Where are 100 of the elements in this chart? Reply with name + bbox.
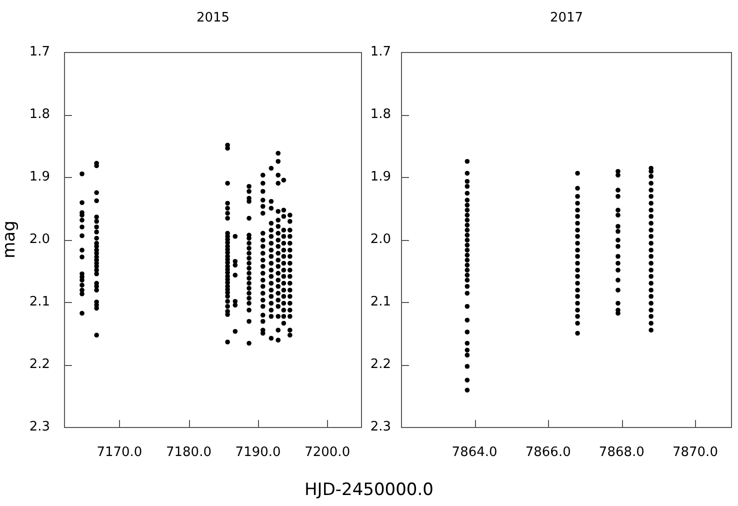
point	[276, 158, 281, 164]
point	[288, 268, 292, 273]
point	[575, 220, 580, 226]
point	[464, 202, 470, 208]
x-axis-title: HJD-2450000.0	[304, 480, 434, 500]
point	[616, 278, 620, 283]
point	[268, 280, 274, 286]
point	[616, 288, 620, 293]
point	[281, 240, 286, 246]
point	[268, 336, 274, 341]
point	[246, 296, 252, 301]
point	[94, 332, 99, 338]
point	[575, 186, 580, 191]
y-tick-label: 2.0	[370, 232, 391, 247]
point	[648, 248, 654, 253]
point	[464, 190, 470, 196]
point	[288, 234, 292, 239]
point	[276, 304, 281, 309]
point	[288, 260, 292, 266]
point	[288, 218, 292, 224]
point	[616, 224, 620, 229]
point	[276, 298, 281, 303]
point	[268, 294, 274, 299]
point	[288, 228, 292, 233]
point	[268, 248, 274, 253]
point	[94, 214, 99, 220]
point	[288, 274, 292, 279]
point	[246, 266, 252, 271]
point	[288, 288, 292, 293]
y-tick-label: 2.1	[29, 294, 50, 310]
point	[464, 252, 470, 258]
point	[464, 330, 470, 334]
point	[464, 272, 470, 278]
point	[575, 288, 580, 293]
point	[464, 348, 470, 353]
point	[288, 328, 292, 333]
point	[276, 264, 281, 269]
point	[281, 294, 286, 299]
point	[575, 330, 580, 336]
point	[464, 364, 470, 369]
point	[464, 352, 470, 358]
point	[464, 388, 470, 393]
chart-title: 2017	[550, 10, 584, 26]
point	[260, 270, 266, 276]
chart-title: 2015	[196, 10, 230, 26]
point	[464, 170, 470, 176]
point	[648, 240, 654, 246]
point	[268, 220, 274, 226]
point	[260, 172, 266, 178]
point	[616, 254, 620, 259]
point	[246, 270, 252, 276]
point	[268, 206, 274, 211]
point	[246, 240, 252, 246]
point	[648, 280, 654, 286]
point	[232, 328, 238, 334]
point	[575, 314, 580, 319]
point	[648, 220, 654, 226]
point	[268, 234, 274, 239]
point	[464, 378, 470, 383]
y-tick-label: 1.9	[29, 169, 50, 184]
point	[648, 174, 654, 179]
point	[648, 194, 654, 199]
point	[575, 248, 580, 253]
point	[648, 234, 654, 239]
point	[246, 318, 252, 324]
point	[288, 212, 292, 218]
point	[648, 328, 654, 333]
point	[616, 260, 620, 266]
point	[464, 178, 470, 184]
point	[281, 228, 286, 233]
point	[648, 294, 654, 299]
y-tick-label: 2.0	[29, 232, 50, 247]
point	[260, 318, 266, 324]
x-tick-label: 7200.0	[304, 445, 350, 460]
point	[225, 200, 230, 206]
point	[464, 228, 470, 233]
point	[616, 172, 620, 178]
point	[575, 194, 580, 199]
point	[464, 242, 470, 248]
point	[276, 258, 281, 263]
point	[94, 236, 99, 241]
point	[80, 200, 84, 206]
point	[281, 268, 286, 273]
x-tick-label: 7864.0	[452, 445, 498, 460]
point	[288, 332, 292, 338]
point	[464, 218, 470, 223]
point	[575, 234, 580, 239]
point	[260, 238, 266, 243]
point	[281, 320, 286, 326]
point	[288, 308, 292, 313]
y-tick-label: 1.9	[370, 169, 391, 184]
point	[225, 304, 230, 309]
point	[464, 208, 470, 213]
point	[225, 216, 230, 221]
point	[464, 198, 470, 203]
point	[575, 268, 580, 273]
point	[616, 208, 620, 213]
point	[281, 274, 286, 279]
point	[464, 290, 470, 296]
point	[281, 314, 286, 319]
